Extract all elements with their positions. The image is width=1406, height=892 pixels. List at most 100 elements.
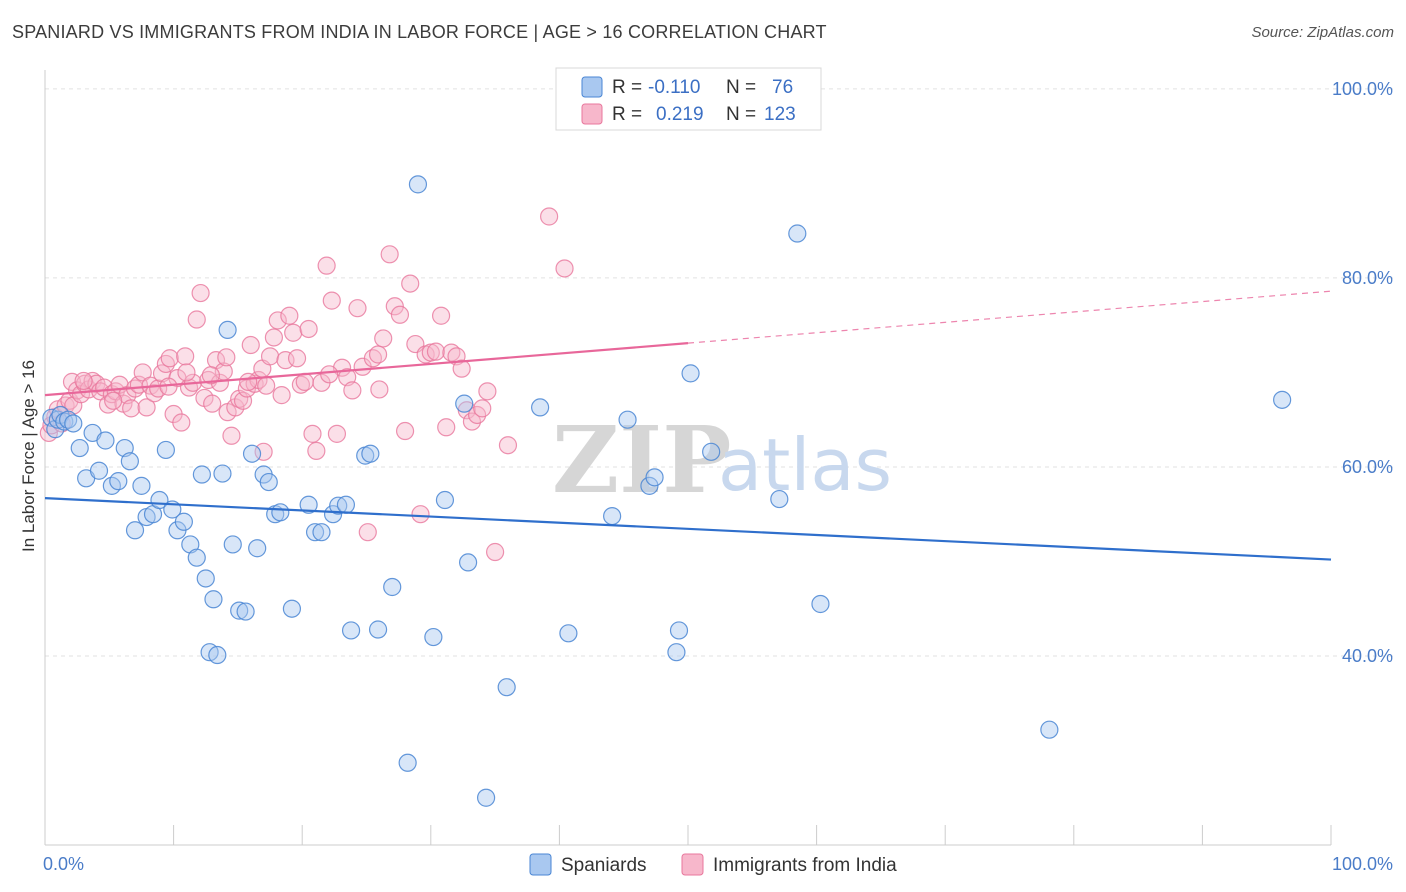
legend-n-label-2: N = bbox=[726, 104, 756, 125]
spaniard-point bbox=[640, 476, 659, 495]
india-points bbox=[39, 207, 574, 562]
spaniard-point bbox=[458, 553, 478, 572]
spaniard-point bbox=[811, 594, 830, 614]
india-point bbox=[411, 505, 430, 524]
grid-lines bbox=[45, 88, 1393, 657]
india-point bbox=[320, 365, 339, 384]
india-point bbox=[370, 380, 389, 399]
spaniard-point bbox=[681, 364, 700, 383]
spaniard-point bbox=[282, 599, 302, 618]
watermark: ZIP atlas bbox=[552, 406, 892, 514]
india-point bbox=[272, 386, 291, 405]
india-point bbox=[239, 372, 258, 391]
india-point bbox=[201, 366, 220, 385]
spaniard-point bbox=[196, 569, 215, 588]
bottom-legend-spaniards: Spaniards bbox=[561, 855, 647, 876]
spaniard-point bbox=[435, 490, 455, 510]
spaniard-point bbox=[96, 431, 115, 450]
spaniard-point bbox=[156, 440, 175, 460]
india-point bbox=[199, 370, 218, 390]
spaniard-point bbox=[336, 495, 356, 514]
spaniard-point bbox=[230, 601, 249, 620]
spaniard-point bbox=[174, 512, 193, 531]
spaniard-point bbox=[669, 621, 689, 640]
india-point bbox=[217, 348, 236, 367]
spaniards-trend-line bbox=[44, 497, 1332, 561]
spaniard-point bbox=[120, 452, 139, 471]
india-point bbox=[540, 207, 559, 226]
spaniard-point bbox=[299, 495, 318, 514]
india-point bbox=[176, 347, 195, 366]
legend-swatch-india bbox=[581, 103, 603, 125]
legend-swatch-spaniards bbox=[581, 76, 603, 98]
y-tick-label-3: 100.0% bbox=[1332, 79, 1393, 99]
spaniard-point bbox=[64, 414, 83, 433]
india-point bbox=[327, 424, 347, 443]
stats-legend: R = -0.110 N = 76 R = 0.219 N = 123 bbox=[555, 67, 822, 131]
spaniard-point bbox=[248, 539, 267, 558]
spaniard-point bbox=[788, 224, 807, 243]
y-tick-label-0: 40.0% bbox=[1342, 646, 1393, 666]
india-point bbox=[452, 359, 471, 378]
legend-r-label-2: R = bbox=[612, 104, 642, 125]
spaniard-point bbox=[259, 472, 278, 492]
india-point bbox=[390, 305, 410, 324]
india-point bbox=[426, 342, 446, 361]
india-point bbox=[358, 523, 377, 542]
india-point bbox=[478, 382, 497, 401]
trend-lines bbox=[44, 290, 1332, 561]
india-point bbox=[203, 394, 222, 413]
spaniard-point bbox=[531, 398, 550, 417]
india-point bbox=[137, 398, 156, 417]
bottom-legend-swatch-spaniards bbox=[529, 853, 552, 876]
bottom-legend-swatch-india bbox=[681, 853, 704, 876]
india-point bbox=[395, 421, 415, 441]
india-point bbox=[260, 347, 280, 366]
spaniard-point bbox=[213, 464, 232, 483]
india-point bbox=[401, 274, 420, 293]
bottom-legend-india: Immigrants from India bbox=[713, 855, 897, 876]
spaniard-point bbox=[1273, 390, 1292, 409]
india-trend-line-extension bbox=[687, 290, 1332, 344]
india-point bbox=[473, 399, 492, 418]
spaniard-point bbox=[48, 410, 67, 429]
spaniard-point bbox=[192, 465, 211, 484]
spaniard-point bbox=[645, 468, 664, 487]
india-point bbox=[343, 381, 362, 400]
spaniard-point bbox=[132, 476, 151, 495]
y-tick-label-2: 80.0% bbox=[1342, 268, 1393, 288]
india-point bbox=[368, 345, 388, 364]
india-point bbox=[555, 259, 574, 278]
spaniard-point bbox=[312, 523, 331, 542]
series-legend: Spaniards Immigrants from India bbox=[529, 853, 897, 876]
india-point bbox=[322, 291, 341, 310]
x-tick-label-0: 0.0% bbox=[43, 854, 84, 874]
india-point bbox=[498, 436, 518, 455]
spaniard-point bbox=[383, 577, 402, 597]
watermark-zip: ZIP bbox=[552, 406, 731, 514]
spaniard-point bbox=[271, 503, 290, 522]
spaniard-point bbox=[70, 438, 89, 458]
spaniard-point bbox=[329, 496, 348, 515]
india-point bbox=[284, 323, 303, 342]
india-point bbox=[268, 311, 287, 330]
spaniard-point bbox=[218, 320, 237, 340]
india-point bbox=[299, 319, 318, 339]
india-point bbox=[222, 426, 241, 445]
spaniard-point bbox=[667, 643, 686, 662]
spaniard-point bbox=[770, 489, 789, 509]
spaniard-point bbox=[408, 175, 428, 194]
india-point bbox=[241, 335, 260, 355]
spaniard-point bbox=[187, 548, 206, 567]
india-point bbox=[374, 329, 393, 348]
india-point bbox=[295, 372, 314, 391]
spaniard-point bbox=[559, 624, 578, 643]
india-point bbox=[264, 328, 284, 347]
spaniard-point bbox=[368, 620, 388, 639]
x-tick-label-1: 100.0% bbox=[1332, 854, 1393, 874]
india-point bbox=[303, 424, 322, 443]
spaniard-point bbox=[361, 444, 380, 463]
y-tick-label-1: 60.0% bbox=[1342, 457, 1393, 477]
india-trend-line bbox=[44, 342, 689, 397]
